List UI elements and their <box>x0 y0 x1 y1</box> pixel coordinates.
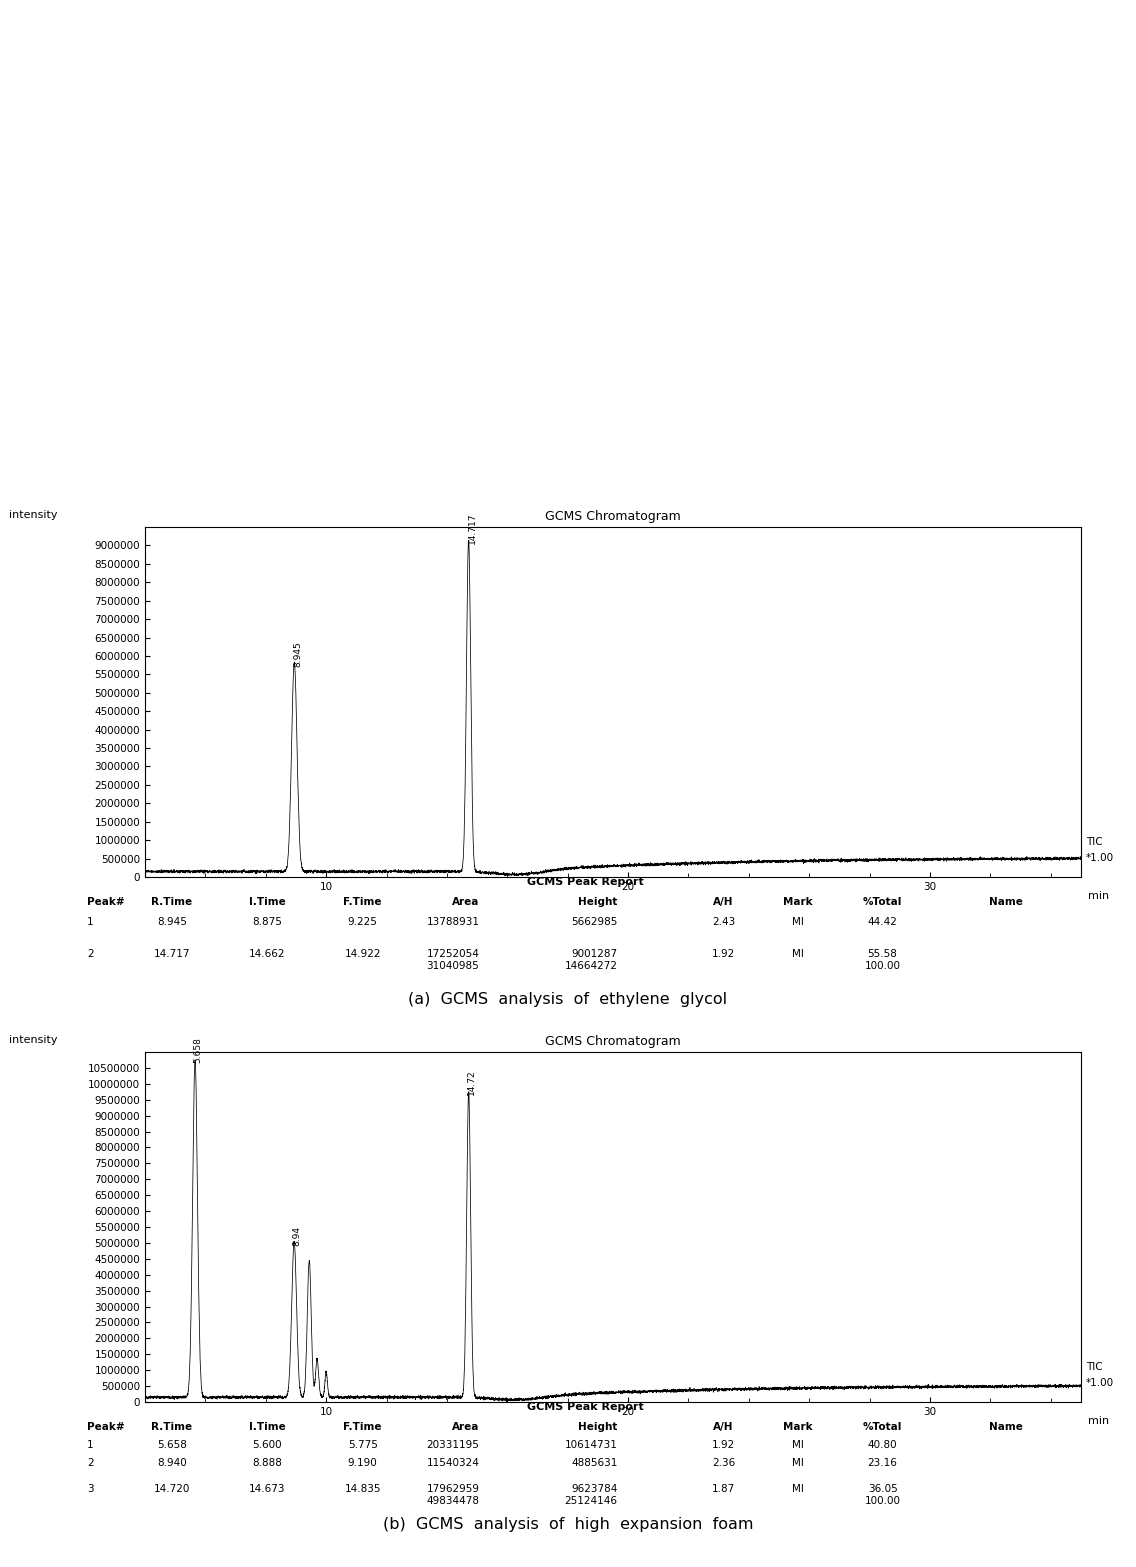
Text: 3: 3 <box>86 1484 93 1493</box>
Text: 9.190: 9.190 <box>348 1457 377 1468</box>
Text: TIC: TIC <box>1086 837 1102 848</box>
Text: Peak#: Peak# <box>86 896 125 907</box>
Text: 10614731: 10614731 <box>565 1440 617 1449</box>
Text: 20331195: 20331195 <box>426 1440 479 1449</box>
Text: 1.92: 1.92 <box>712 1440 735 1449</box>
Text: F.Time: F.Time <box>343 1421 382 1432</box>
Text: MI: MI <box>792 1440 803 1449</box>
Text: %Total: %Total <box>863 1421 902 1432</box>
Text: Area: Area <box>452 1421 479 1432</box>
Text: GCMS Peak Report: GCMS Peak Report <box>527 878 644 887</box>
Text: 14.673: 14.673 <box>249 1484 285 1493</box>
Title: GCMS Chromatogram: GCMS Chromatogram <box>545 1036 680 1048</box>
Text: 1.92: 1.92 <box>712 950 735 959</box>
Text: (b)  GCMS  analysis  of  high  expansion  foam: (b) GCMS analysis of high expansion foam <box>383 1517 753 1533</box>
Text: 14.662: 14.662 <box>249 950 285 959</box>
Text: 14.72: 14.72 <box>467 1069 476 1095</box>
Text: 8.940: 8.940 <box>157 1457 186 1468</box>
Text: %Total: %Total <box>863 896 902 907</box>
Text: GCMS Peak Report: GCMS Peak Report <box>527 1402 644 1412</box>
Text: Name: Name <box>988 1421 1022 1432</box>
Text: Height: Height <box>578 1421 617 1432</box>
Text: A/H: A/H <box>713 1421 734 1432</box>
Text: 5.658: 5.658 <box>157 1440 186 1449</box>
Text: min: min <box>1088 1417 1110 1426</box>
Text: 36.05
100.00: 36.05 100.00 <box>864 1484 901 1506</box>
Text: 9001287
14664272: 9001287 14664272 <box>565 950 617 972</box>
Text: 14.720: 14.720 <box>153 1484 190 1493</box>
Text: *1.00: *1.00 <box>1086 852 1113 863</box>
Text: 1: 1 <box>86 1440 93 1449</box>
Text: 1.87: 1.87 <box>712 1484 735 1493</box>
Text: 8.875: 8.875 <box>252 917 282 928</box>
Text: R.Time: R.Time <box>151 1421 192 1432</box>
Text: 8.888: 8.888 <box>252 1457 282 1468</box>
Text: 8.945: 8.945 <box>293 641 302 668</box>
Text: 55.58
100.00: 55.58 100.00 <box>864 950 901 972</box>
Text: 44.42: 44.42 <box>868 917 897 928</box>
Text: Mark: Mark <box>783 896 812 907</box>
Text: 13788931: 13788931 <box>426 917 479 928</box>
Text: Name: Name <box>988 896 1022 907</box>
Text: 8.945: 8.945 <box>157 917 186 928</box>
Text: 5.658: 5.658 <box>193 1037 202 1064</box>
Text: 2.36: 2.36 <box>712 1457 735 1468</box>
Text: intensity: intensity <box>9 1034 58 1045</box>
Text: min: min <box>1088 892 1110 901</box>
Text: 14.717: 14.717 <box>153 950 190 959</box>
Text: Height: Height <box>578 896 617 907</box>
Text: MI: MI <box>792 1457 803 1468</box>
Text: 4885631: 4885631 <box>571 1457 617 1468</box>
Text: 2: 2 <box>86 1457 93 1468</box>
Text: 5.775: 5.775 <box>348 1440 377 1449</box>
Text: 14.835: 14.835 <box>344 1484 381 1493</box>
Text: 5662985: 5662985 <box>571 917 617 928</box>
Text: A/H: A/H <box>713 896 734 907</box>
Text: *1.00: *1.00 <box>1086 1377 1113 1388</box>
Text: MI: MI <box>792 917 803 928</box>
Text: 17252054
31040985: 17252054 31040985 <box>426 950 479 972</box>
Title: GCMS Chromatogram: GCMS Chromatogram <box>545 509 680 523</box>
Text: R.Time: R.Time <box>151 896 192 907</box>
Text: 1: 1 <box>86 917 93 928</box>
Text: 9.225: 9.225 <box>348 917 377 928</box>
Text: 5.600: 5.600 <box>252 1440 282 1449</box>
Text: Peak#: Peak# <box>86 1421 125 1432</box>
Text: 14.922: 14.922 <box>344 950 381 959</box>
Text: 17962959
49834478: 17962959 49834478 <box>426 1484 479 1506</box>
Text: 11540324: 11540324 <box>426 1457 479 1468</box>
Text: 8.94: 8.94 <box>293 1225 302 1246</box>
Text: 14.717: 14.717 <box>468 512 477 544</box>
Text: 23.16: 23.16 <box>868 1457 897 1468</box>
Text: TIC: TIC <box>1086 1362 1102 1373</box>
Text: 40.80: 40.80 <box>868 1440 897 1449</box>
Text: MI: MI <box>792 1484 803 1493</box>
Text: 9623784
25124146: 9623784 25124146 <box>565 1484 617 1506</box>
Text: (a)  GCMS  analysis  of  ethylene  glycol: (a) GCMS analysis of ethylene glycol <box>409 992 727 1008</box>
Text: Area: Area <box>452 896 479 907</box>
Text: F.Time: F.Time <box>343 896 382 907</box>
Text: Mark: Mark <box>783 1421 812 1432</box>
Text: MI: MI <box>792 950 803 959</box>
Text: 2: 2 <box>86 950 93 959</box>
Text: 2.43: 2.43 <box>712 917 735 928</box>
Text: I.Time: I.Time <box>249 896 285 907</box>
Text: intensity: intensity <box>9 509 58 520</box>
Text: I.Time: I.Time <box>249 1421 285 1432</box>
